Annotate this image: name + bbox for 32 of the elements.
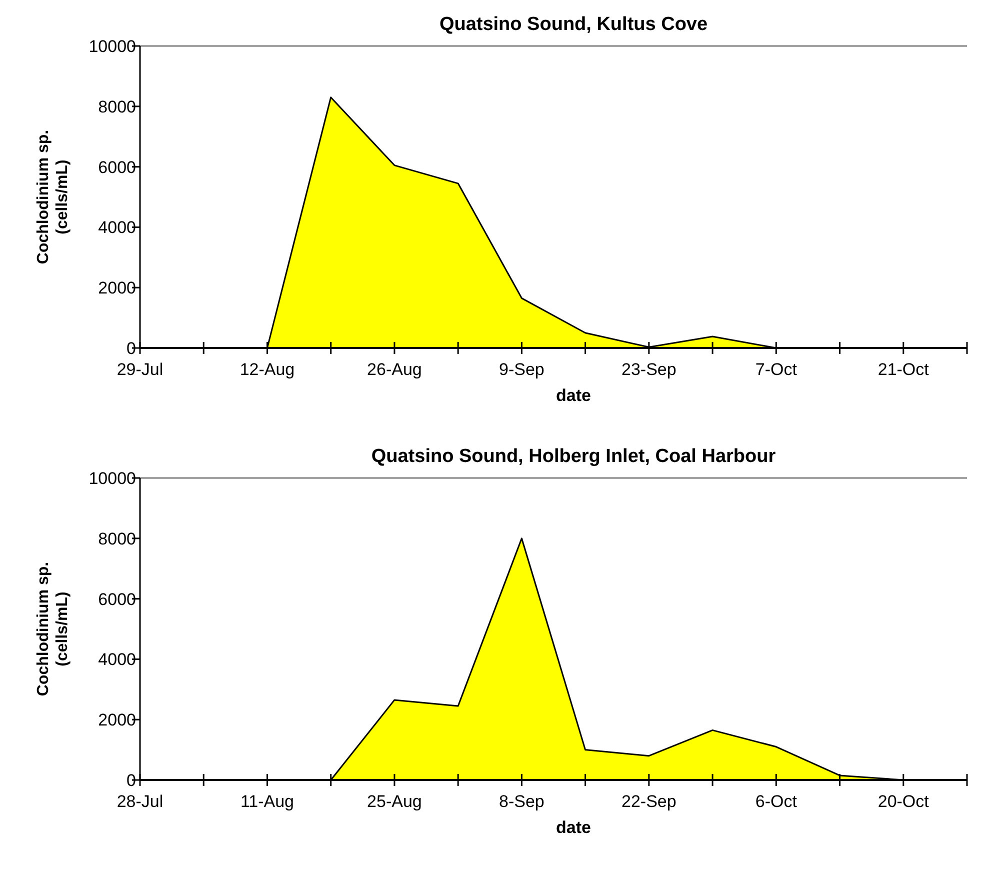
x-tick-label: 9-Sep bbox=[499, 360, 544, 379]
x-tick-label: 21-Oct bbox=[878, 360, 930, 379]
y-axis-title: Cochlodinium sp. (cells/mL) bbox=[35, 130, 72, 264]
y-tick-label: 6000 bbox=[98, 158, 136, 177]
x-tick-label: 28-Jul bbox=[116, 792, 164, 811]
x-tick-label: 12-Aug bbox=[240, 360, 295, 379]
x-tick-label: 8-Sep bbox=[499, 792, 544, 811]
x-tick-label: 6-Oct bbox=[755, 792, 798, 811]
chart-title: Quatsino Sound, Kultus Cove bbox=[439, 14, 708, 35]
y-tick-label: 0 bbox=[126, 338, 136, 358]
x-tick-label: 25-Aug bbox=[367, 792, 422, 811]
x-tick-label: 7-Oct bbox=[755, 360, 798, 379]
x-axis-title: date bbox=[556, 818, 591, 837]
x-tick-label: 23-Sep bbox=[622, 360, 676, 379]
y-tick-label: 2000 bbox=[98, 278, 136, 298]
y-tick-label: 8000 bbox=[98, 97, 136, 116]
x-tick-label: 26-Aug bbox=[367, 360, 422, 379]
y-tick-label: 4000 bbox=[98, 650, 136, 670]
y-axis-title: Cochlodinium sp. (cells/mL) bbox=[35, 562, 72, 696]
y-tick-label: 10000 bbox=[88, 36, 136, 56]
x-axis-title: date bbox=[556, 386, 591, 405]
y-tick-label: 4000 bbox=[98, 218, 136, 238]
y-tick-label: 10000 bbox=[88, 468, 136, 488]
y-tick-label: 2000 bbox=[98, 710, 136, 730]
y-tick-label: 8000 bbox=[98, 529, 136, 548]
x-tick-label: 29-Jul bbox=[116, 360, 164, 379]
x-tick-label: 20-Oct bbox=[878, 792, 930, 811]
y-tick-label: 0 bbox=[126, 770, 136, 790]
x-tick-label: 22-Sep bbox=[622, 792, 676, 811]
chart-title: Quatsino Sound, Holberg Inlet, Coal Harbour bbox=[371, 446, 776, 467]
y-tick-label: 6000 bbox=[98, 590, 136, 609]
x-tick-label: 11-Aug bbox=[240, 792, 294, 811]
